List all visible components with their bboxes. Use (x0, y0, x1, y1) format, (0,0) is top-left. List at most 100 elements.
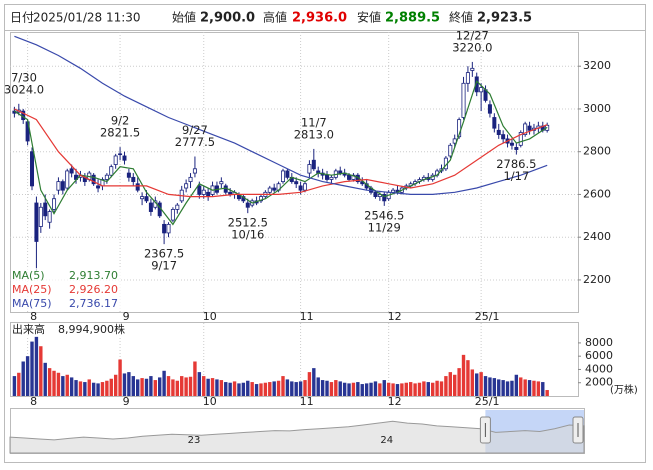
candle-body (465, 72, 470, 84)
annotation-value: 2777.5 (175, 135, 215, 149)
volume-bar (224, 382, 228, 396)
volume-bar (404, 382, 408, 396)
volume-bar (408, 382, 413, 396)
x-tick-label: 10 (203, 310, 217, 323)
volume-bar (91, 382, 96, 396)
volume-bar (453, 374, 457, 396)
volume-bar (536, 381, 541, 396)
candle-body (30, 151, 35, 187)
candle-body (197, 185, 202, 195)
annotation-value: 3024.0 (4, 82, 44, 96)
candle-body (162, 223, 167, 234)
candle-body (135, 183, 140, 191)
volume-bar (501, 380, 505, 396)
volume-bar (391, 383, 395, 396)
volume-bar (417, 382, 422, 396)
volume-bar (400, 383, 404, 396)
candle-body (329, 176, 334, 180)
annotation-value: 2813.0 (294, 127, 334, 141)
legend-box (11, 268, 121, 311)
volume-bar (497, 379, 501, 396)
volume-bar (386, 382, 391, 396)
volume-bar (241, 382, 246, 396)
volume-bar (47, 368, 52, 396)
volume-bar (325, 380, 329, 396)
volume-bar (461, 354, 466, 396)
volume-bar (312, 368, 316, 396)
x-tick-label: 25/1 (475, 395, 500, 408)
volume-bar (422, 381, 426, 396)
volume-bar (342, 382, 347, 396)
header-label: 安値 (357, 10, 381, 25)
volume-bar (78, 381, 83, 396)
volume-bar (351, 382, 356, 396)
volume-total: 8,994,900株 (58, 322, 125, 336)
volume-title: 出来高 (12, 322, 45, 336)
candle-body (258, 196, 263, 202)
volume-bar (514, 374, 519, 396)
volume-bar (395, 384, 400, 396)
y-tick-label: 4000 (585, 362, 613, 375)
candle-body (43, 202, 48, 217)
candle-body (175, 204, 180, 210)
candle-body (509, 142, 514, 146)
volume-bar (100, 382, 105, 396)
annotation-value: 3220.0 (452, 40, 492, 54)
volume-bar (545, 390, 549, 396)
volume-bar (232, 381, 237, 396)
annotation-value: 2546.5 (364, 208, 404, 222)
volume-bar (175, 380, 180, 396)
volume-bar (369, 382, 373, 396)
candle-body (518, 132, 523, 146)
legend-name: MA(5) (12, 269, 45, 282)
volume-bar (373, 381, 378, 396)
volume-bar (87, 379, 91, 396)
volume-bar (69, 377, 74, 396)
annotation-date: 10/16 (231, 228, 264, 242)
volume-bar (17, 372, 21, 396)
candle-body (69, 168, 74, 174)
volume-bar (144, 378, 149, 396)
volume-bar (426, 382, 430, 396)
candle-body (523, 123, 528, 135)
volume-bar (347, 383, 351, 396)
candle-body (285, 170, 290, 178)
ma-line (14, 35, 548, 195)
legend-name: MA(75) (12, 297, 52, 310)
header-value: 2,889.5 (385, 11, 440, 26)
volume-bar (171, 379, 175, 396)
header-value: 2,936.0 (292, 11, 347, 26)
volume-bar (25, 356, 30, 396)
volume-bar (303, 380, 307, 396)
volume-bar (219, 380, 224, 396)
volume-bar (52, 370, 56, 396)
candle-body (461, 82, 466, 118)
candle-body (338, 170, 343, 174)
volume-bar (158, 377, 162, 396)
candle-body (245, 202, 250, 208)
candle-body (109, 166, 114, 176)
volume-bar (298, 381, 303, 396)
volume-bar (532, 380, 536, 396)
candle-body (280, 170, 285, 183)
volume-bar (334, 380, 338, 396)
y-tick-label: 6000 (585, 349, 613, 362)
y-tick-label: 8000 (585, 336, 613, 349)
volume-bar (294, 382, 298, 396)
candle-body (514, 147, 519, 150)
candle-body (382, 194, 387, 202)
volume-bar (527, 380, 532, 396)
candle-body (347, 174, 352, 180)
volume-bar (272, 381, 276, 396)
candle-body (470, 67, 475, 71)
candle-body (148, 202, 153, 212)
x-tick-label: 8 (30, 395, 37, 408)
volume-bar (320, 380, 325, 396)
candle-body (448, 144, 453, 157)
x-tick-label: 9 (123, 395, 130, 408)
volume-bar (149, 376, 153, 396)
annotation-value: 2786.5 (496, 157, 536, 171)
candle-body (228, 191, 233, 195)
annotation-date: 11/7 (301, 115, 327, 129)
